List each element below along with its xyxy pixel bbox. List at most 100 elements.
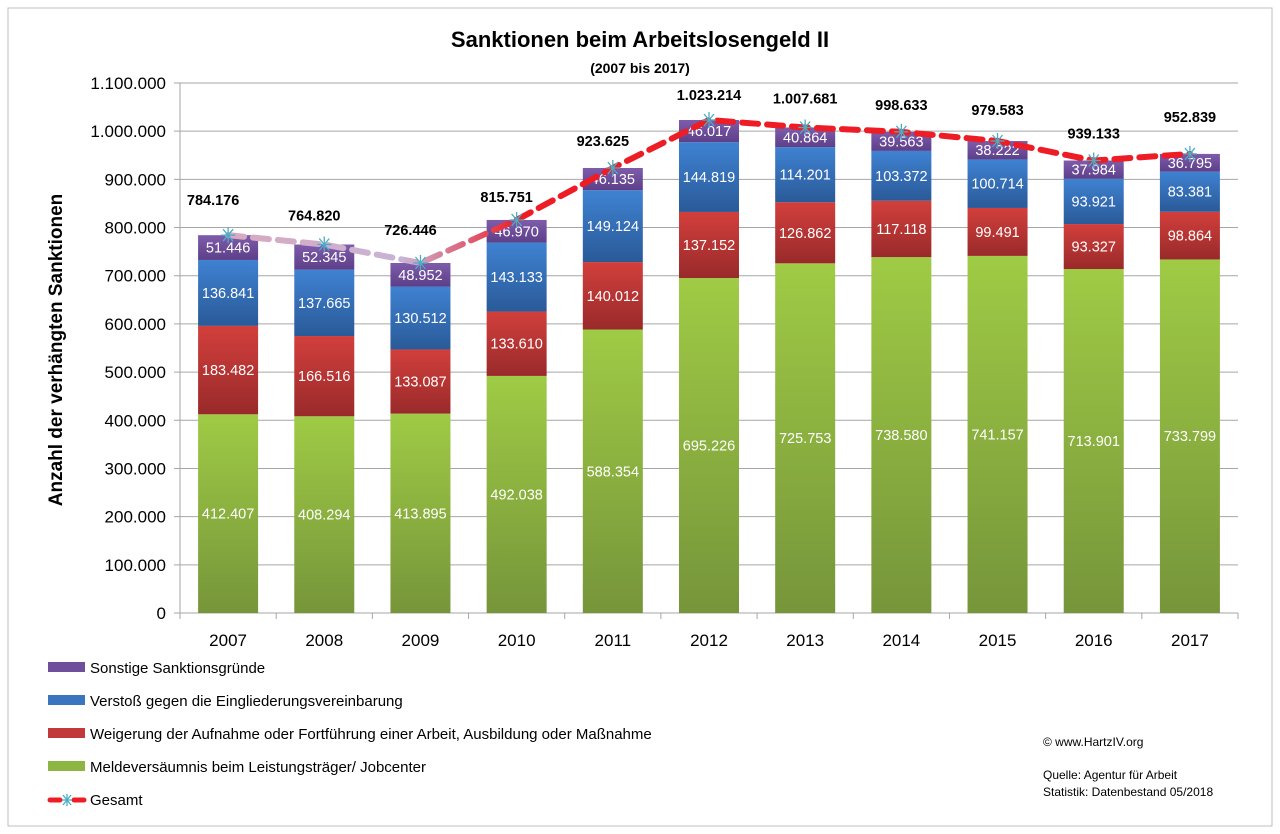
y-tick-label: 700.000 [105,267,166,286]
source-note: Quelle: Agentur für Arbeit [1043,768,1178,782]
total-marker [702,111,716,128]
segment-value-label: 51.446 [206,241,250,257]
statistic-note: Statistik: Datenbestand 05/2018 [1043,785,1213,799]
total-value-label: 939.133 [1068,127,1120,143]
segment-value-label: 713.901 [1068,434,1120,450]
bar-segment-eingliederung [1063,178,1124,225]
y-tick-label: 900.000 [105,170,166,189]
total-value-label: 815.751 [480,190,532,206]
bar-segment-meldeversaeumnis [679,278,739,613]
chart-title: Sanktionen beim Arbeitslosengeld II [451,27,829,52]
bar-segment-meldeversaeumnis [967,255,1028,613]
total-marker [1182,145,1197,162]
segment-value-label: 48.952 [398,268,442,284]
legend-item: Sonstige Sanktionsgründe [48,660,265,677]
segment-value-label: 695.226 [683,439,735,455]
total-marker [798,119,813,136]
total-marker [221,227,236,244]
segment-value-label: 408.294 [298,508,350,524]
x-tick-label: 2009 [402,631,440,650]
segment-value-label: 133.610 [490,337,542,353]
x-tick-label: 2014 [882,631,920,650]
y-tick-label: 0 [157,604,166,623]
segment-value-label: 738.580 [875,428,927,444]
segment-value-label: 137.152 [683,238,735,254]
y-tick-label: 200.000 [105,508,166,527]
total-marker [413,254,428,271]
segment-value-label: 126.862 [779,226,831,242]
bar-segment-eingliederung [775,147,836,203]
bar-segment-meldeversaeumnis [775,263,836,613]
bar-segment-sonstige [775,127,836,148]
segment-value-label: 149.124 [587,219,639,235]
bar-segment-weigerung [486,311,547,376]
total-value-label: 952.839 [1164,110,1216,126]
copyright-note: © www.HartzIV.org [1043,735,1143,749]
bar-segment-sonstige [871,131,932,151]
y-tick-label: 500.000 [105,363,166,382]
bar-segment-weigerung [871,200,932,258]
bar-segment-sonstige [967,141,1028,160]
segment-value-label: 46.135 [591,172,635,188]
total-value-label: 726.446 [384,223,436,239]
segment-value-label: 137.665 [298,296,350,312]
total-value-label: 1.007.681 [773,91,838,107]
bar-segment-weigerung [198,325,259,415]
segment-value-label: 143.133 [490,270,542,286]
segment-value-label: 46.970 [494,224,538,240]
bar-segment-meldeversaeumnis [198,414,259,613]
segment-value-label: 93.327 [1072,240,1116,256]
bar-segment-weigerung [294,336,355,417]
segment-value-label: 144.819 [683,170,735,186]
segment-value-label: 492.038 [490,487,542,503]
y-tick-label: 800.000 [105,219,166,238]
x-tick-label: 2015 [979,631,1017,650]
legend-label: Gesamt [90,792,143,809]
bar-segment-weigerung [1063,224,1124,270]
legend-label: Weigerung der Aufnahme oder Fortführung … [90,726,652,743]
x-tick-label: 2012 [690,631,728,650]
bar-segment-sonstige [390,262,451,287]
segment-value-label: 38.222 [975,143,1019,159]
x-tick-label: 2013 [786,631,824,650]
bar-segment-meldeversaeumnis [294,416,355,613]
y-tick-label: 1.100.000 [90,74,166,93]
bar-segment-sonstige [1063,160,1124,179]
segment-value-label: 741.157 [971,427,1023,443]
bar-segment-meldeversaeumnis [486,375,547,613]
legend-item: Verstoß gegen die Eingliederungsvereinba… [48,693,403,710]
x-tick-label: 2017 [1171,631,1209,650]
legend-swatch [48,695,85,705]
segment-value-label: 136.841 [202,286,254,302]
segment-value-label: 100.714 [971,177,1023,193]
bar-segment-sonstige [1159,153,1220,172]
total-marker [509,211,524,228]
segment-value-label: 588.354 [587,464,639,480]
y-tick-label: 400.000 [105,411,166,430]
segment-value-label: 103.372 [875,169,927,185]
bar-segment-eingliederung [1159,171,1220,212]
segment-value-label: 93.921 [1072,194,1116,210]
y-tick-label: 600.000 [105,315,166,334]
legend-label: Sonstige Sanktionsgründe [90,660,265,677]
legend-item: Weigerung der Aufnahme oder Fortführung … [48,726,652,743]
segment-value-label: 99.491 [975,225,1019,241]
total-marker [1086,152,1101,169]
segment-value-label: 52.345 [302,250,346,266]
bar-segment-meldeversaeumnis [1063,269,1124,613]
y-tick-label: 300.000 [105,459,166,478]
total-marker [605,159,620,176]
total-value-label: 998.633 [875,98,927,114]
bar-segment-eingliederung [198,259,259,326]
y-tick-label: 1.000.000 [90,122,166,141]
x-tick-label: 2008 [305,631,343,650]
y-tick-label: 100.000 [105,556,166,575]
segment-value-label: 98.864 [1168,229,1212,245]
x-tick-label: 2016 [1075,631,1113,650]
x-tick-label: 2007 [209,631,247,650]
segment-value-label: 130.512 [394,311,446,327]
bar-segment-eingliederung [294,269,355,337]
bar-segment-weigerung [967,207,1028,256]
segment-value-label: 37.984 [1072,163,1116,179]
